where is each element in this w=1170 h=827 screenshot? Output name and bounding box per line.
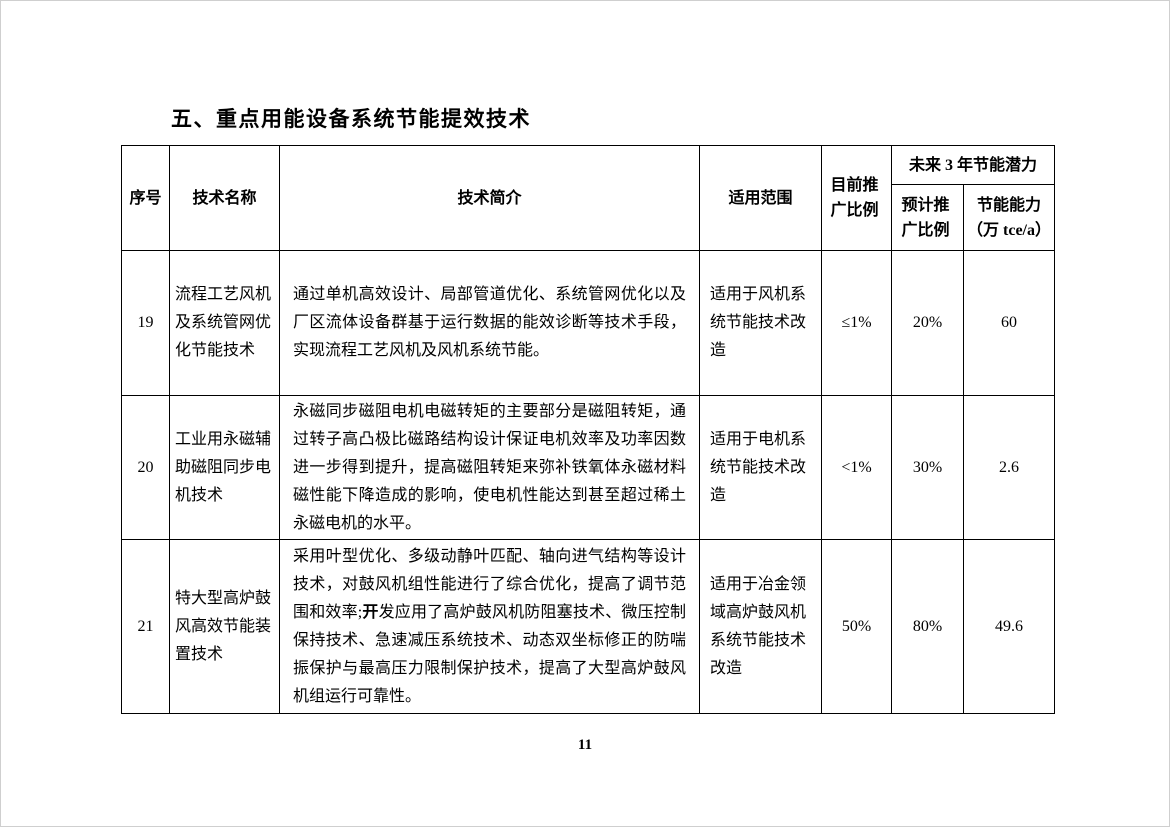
table-row: 20 工业用永磁辅助磁阻同步电机技术 永磁同步磁阻电机电磁转矩的主要部分是磁阻转矩，…: [121, 395, 1056, 540]
tech-intro-cell: 采用叶型优化、多级动静叶匹配、轴向进气结构等设计技术，对鼓风机组性能进行了综合优…: [279, 539, 700, 714]
header-current-ratio-label: 目前推广比例: [830, 177, 879, 219]
scope-cell: 适用于电机系统节能技术改造: [699, 395, 822, 540]
table-body: 19 流程工艺风机及系统管网优化节能技术 通过单机高效设计、局部管道优化、系统管网优…: [121, 250, 1056, 714]
seq-cell: 20: [121, 395, 170, 540]
table-header: 序号 技术名称 技术简介 适用范围 目前推广比例 未来 3 年节能潜力 预计推广…: [121, 145, 1056, 251]
tech-name-cell: 流程工艺风机及系统管网优化节能技术: [169, 250, 280, 396]
header-expected-ratio-label: 预计推广比例: [901, 196, 950, 239]
capacity-cell: 49.6: [962, 539, 1056, 714]
tech-name-cell: 特大型高炉鼓风高效节能装置技术: [169, 539, 280, 714]
header-capacity-line1: 节能能力: [977, 196, 1042, 214]
header-seq: 序号: [121, 145, 170, 251]
current-ratio-cell: ≤1%: [821, 250, 892, 396]
intro-segment: 通过单机高效设计、局部管道优化、系统管网优化以及厂区流体设备群基于运行数据的能效…: [293, 286, 686, 359]
current-ratio-cell: <1%: [821, 395, 892, 540]
technology-table: 序号 技术名称 技术简介 适用范围 目前推广比例 未来 3 年节能潜力 预计推广…: [121, 145, 1056, 714]
header-capacity: 节能能力 （万 tce/a）: [962, 184, 1056, 251]
scope-cell: 适用于冶金领域高炉鼓风机系统节能技术改造: [699, 539, 822, 714]
header-row-1: 序号 技术名称 技术简介 适用范围 目前推广比例 未来 3 年节能潜力: [121, 145, 1056, 251]
intro-segment: 采用叶型优化、多级动静叶匹配、轴向进气结构等设计技术，对鼓风机组性能进行了综合优…: [293, 547, 686, 621]
header-scope: 适用范围: [699, 145, 822, 251]
page-number: 11: [577, 737, 593, 753]
tech-intro-cell: 通过单机高效设计、局部管道优化、系统管网优化以及厂区流体设备群基于运行数据的能效…: [279, 250, 700, 396]
intro-segment: 永磁同步磁阻电机电磁转矩的主要部分是磁阻转矩，通过转子高凸极比磁路结构设计保证电…: [293, 402, 686, 532]
header-future-potential-group: 未来 3 年节能潜力: [890, 145, 1056, 185]
intro-segment: 发应用了高炉鼓风机防阻塞技术、微压控制保持技术、急速减压系统技术、动态双坐标修正…: [293, 603, 686, 705]
header-current-ratio: 目前推广比例: [821, 145, 892, 251]
tech-intro-cell: 永磁同步磁阻电机电磁转矩的主要部分是磁阻转矩，通过转子高凸极比磁路结构设计保证电…: [279, 395, 700, 540]
seq-cell: 21: [121, 539, 170, 714]
header-expected-ratio: 预计推广比例: [891, 184, 964, 251]
capacity-cell: 2.6: [962, 395, 1056, 540]
capacity-cell: 60: [962, 250, 1056, 396]
current-ratio-cell: 50%: [821, 539, 892, 714]
section-title: 五、重点用能设备系统节能提效技术: [171, 107, 531, 131]
tech-name-cell: 工业用永磁辅助磁阻同步电机技术: [169, 395, 280, 540]
intro-segment-bold: 开: [362, 603, 379, 621]
expected-ratio-cell: 30%: [891, 395, 964, 540]
header-tech-intro: 技术简介: [279, 145, 700, 251]
header-row-2: 预计推广比例 节能能力 （万 tce/a）: [122, 184, 1056, 251]
scope-cell: 适用于风机系统节能技术改造: [699, 250, 822, 396]
header-capacity-line2: （万 tce/a）: [967, 221, 1051, 239]
table-row: 19 流程工艺风机及系统管网优化节能技术 通过单机高效设计、局部管道优化、系统管网优…: [121, 250, 1056, 396]
header-tech-name: 技术名称: [169, 145, 280, 251]
expected-ratio-cell: 20%: [891, 250, 964, 396]
expected-ratio-cell: 80%: [891, 539, 964, 714]
seq-cell: 19: [121, 250, 170, 396]
table-row: 21 特大型高炉鼓风高效节能装置技术 采用叶型优化、多级动静叶匹配、轴向进气结构等设…: [121, 539, 1056, 714]
